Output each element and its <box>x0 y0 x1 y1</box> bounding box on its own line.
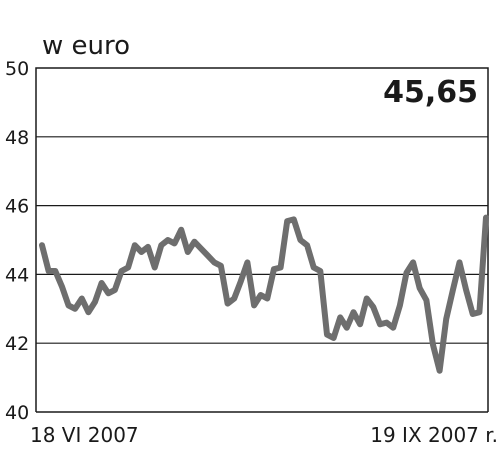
unit-label: w euro <box>42 31 130 61</box>
y-tick-label-46: 46 <box>5 196 29 218</box>
plot-frame <box>35 67 489 412</box>
y-tick-label-42: 42 <box>5 333 29 355</box>
y-axis-tick-labels: 40 42 44 46 48 50 <box>5 58 29 424</box>
y-tick-label-40: 40 <box>5 402 29 424</box>
x-end-label: 19 IX 2007 r. <box>370 423 498 447</box>
last-value-label: 45,65 <box>383 75 478 110</box>
y-tick-label-50: 50 <box>5 58 29 80</box>
grid-layer <box>35 67 489 413</box>
price-series-line <box>39 214 489 374</box>
x-start-label: 18 VI 2007 <box>30 423 139 447</box>
line-layer <box>39 214 489 374</box>
y-tick-label-48: 48 <box>5 127 29 149</box>
y-tick-label-44: 44 <box>5 264 29 286</box>
